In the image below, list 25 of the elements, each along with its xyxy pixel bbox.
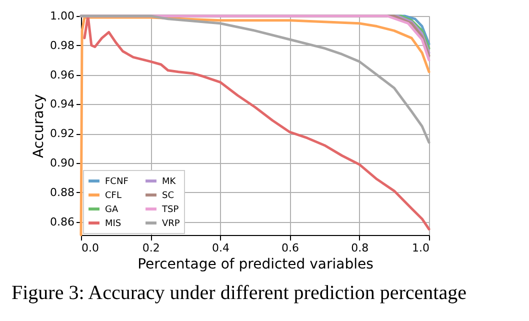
y-tick-label: 0.94 xyxy=(50,98,74,111)
caption: Figure 3: Accuracy under different prediction percentage xyxy=(12,282,467,304)
y-tick-label: 0.90 xyxy=(50,156,74,170)
y-tick-label: 1.00 xyxy=(50,10,74,22)
legend-label: SC xyxy=(162,191,174,201)
x-tick-label: 0.4 xyxy=(212,242,230,254)
x-tick-label: 0.6 xyxy=(282,242,300,254)
y-tick-label: 0.96 xyxy=(50,68,74,82)
y-tick-label: 0.86 xyxy=(50,215,74,228)
y-tick-label: 0.98 xyxy=(50,38,74,52)
legend-label: MIS xyxy=(105,219,122,229)
x-tick-label: 1.0 xyxy=(412,242,430,254)
x-tick-label: 0.0 xyxy=(82,242,99,254)
y-axis-title: Accuracy xyxy=(31,94,48,158)
x-tick-label: 0.8 xyxy=(351,242,369,254)
legend-label: FCNF xyxy=(105,177,128,187)
y-tick-label: 0.92 xyxy=(50,127,74,140)
x-tick-label: 0.2 xyxy=(142,242,160,254)
legend-label: TSP xyxy=(161,205,180,215)
legend-label: VRP xyxy=(162,219,180,229)
y-tick-label: 0.88 xyxy=(50,186,74,199)
legend-label: CFL xyxy=(105,191,122,201)
legend-label: MK xyxy=(162,177,177,187)
legend-label: GA xyxy=(105,205,119,215)
x-axis-title: Percentage of predicted variables xyxy=(138,256,374,272)
